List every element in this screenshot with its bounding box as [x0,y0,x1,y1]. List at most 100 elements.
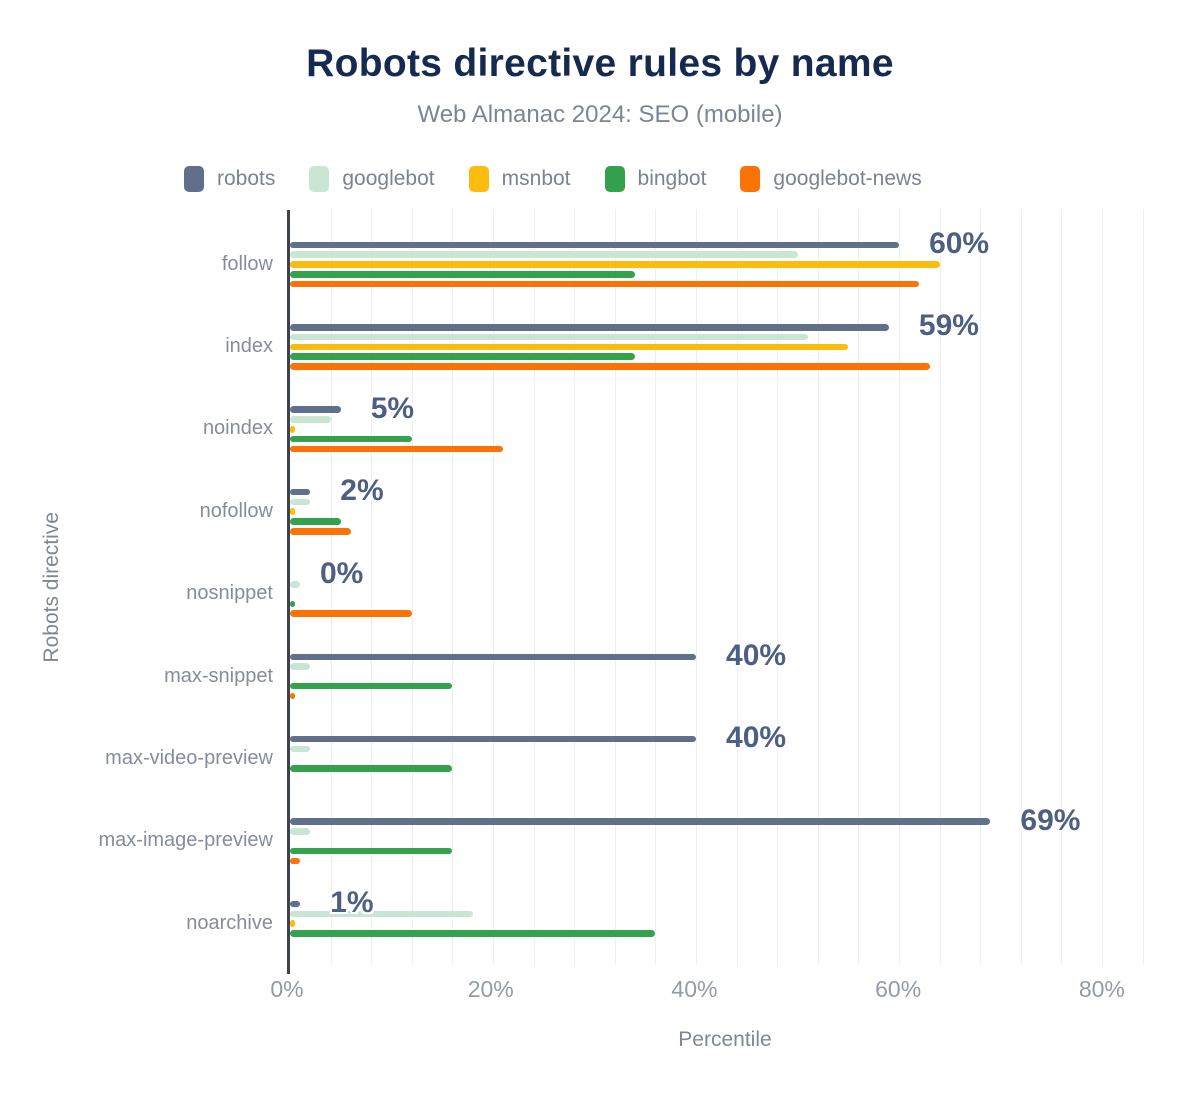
bar-row-robots-nofollow [290,487,1163,497]
value-label-max-snippet: 40% [726,638,787,672]
gridline [452,210,454,965]
x-axis-title: Percentile [678,1028,772,1051]
bar-googlebot-follow [290,251,798,258]
category-label-noarchive: noarchive [186,911,273,934]
gridline [493,210,495,965]
chart-subtitle: Web Almanac 2024: SEO (mobile) [417,101,783,128]
bar-googlebot-news-nosnippet [290,610,412,617]
robots-swatch-icon [184,166,204,192]
bar-row-googlebot-nosnippet [290,579,1163,589]
legend-item-msnbot[interactable]: msnbot [468,166,571,192]
bar-googlebot-news-follow [290,280,920,288]
bar-group-nosnippet: 0% [290,553,1163,635]
gridline [330,210,332,965]
bar-googlebot-max-image-preview [290,828,311,835]
x-tick-20%: 20% [467,976,514,1002]
bar-robots-max-snippet [290,653,697,661]
bar-robots-max-video-preview [290,735,697,743]
category-label-max-video-preview: max-video-preview [105,747,273,770]
legend-item-robots[interactable]: robots [184,166,275,192]
gridline [1061,210,1063,965]
bar-row-googlebot-news-max-snippet [290,691,1163,701]
bar-robots-follow [290,241,900,249]
x-tick-40%: 40% [671,976,718,1002]
bar-googlebot-max-video-preview [290,745,311,753]
x-axis-ticks: 0% 20% 40% 60% 80% [270,976,1163,1006]
bar-bingbot-noindex [290,435,412,443]
category-label-index: index [225,335,273,358]
bar-row-googlebot-news-max-video-preview [290,774,1163,784]
bar-msnbot-nofollow [290,508,296,515]
bar-row-googlebot-news-index [290,362,1163,372]
bar-group-max-video-preview: 40% [290,717,1163,799]
bar-row-bingbot-noindex [290,434,1163,444]
zero-tick-mark [287,965,290,974]
category-label-nosnippet: nosnippet [186,582,273,605]
bar-row-msnbot-nosnippet [290,589,1163,599]
msnbot-swatch-icon [468,166,489,192]
gridline [696,210,698,965]
bar-row-msnbot-max-snippet [290,672,1163,682]
x-tick-60%: 60% [875,976,922,1002]
bar-group-max-image-preview: 69% [290,800,1163,882]
bar-row-msnbot-index [290,342,1163,352]
bar-group-noindex: 5% [290,388,1163,470]
category-label-noindex: noindex [202,417,273,440]
bar-row-bingbot-follow [290,269,1163,279]
bar-googlebot-max-snippet [290,663,311,670]
bar-robots-index [290,324,889,331]
gridline [817,210,819,965]
bar-googlebot-noindex [290,416,331,423]
value-label-noindex: 5% [370,391,415,425]
bar-row-googlebot-noindex [290,415,1163,425]
legend: robots googlebot msnbot bingbot googlebot-ne… [184,166,922,192]
bar-bingbot-max-snippet [290,682,453,690]
bar-row-bingbot-nosnippet [290,599,1163,609]
bar-row-bingbot-max-video-preview [290,764,1163,774]
bar-googlebot-news-max-snippet [290,692,295,700]
legend-item-googlebot-news[interactable]: googlebot-news [740,166,922,192]
gridline [736,210,738,965]
bar-row-robots-max-image-preview [290,817,1163,827]
bar-bingbot-index [290,353,636,360]
gridline [1020,210,1022,965]
bar-row-googlebot-news-nosnippet [290,609,1163,619]
bar-msnbot-index [290,343,849,351]
category-label-max-snippet: max-snippet [164,664,273,687]
bar-row-googlebot-max-image-preview [290,827,1163,837]
gridline [1142,210,1144,965]
gridline [980,210,982,965]
legend-label-robots: robots [217,167,276,190]
googlebot-news-swatch-icon [740,166,761,192]
bar-row-bingbot-max-image-preview [290,846,1163,856]
category-labels: follow index noindex nofollow nosnippet max-s… [0,210,274,965]
bar-row-bingbot-index [290,352,1163,362]
chart-title: Robots directive rules by name [306,42,894,85]
gridline [939,210,941,965]
bar-group-nofollow: 2% [290,470,1163,552]
gridline [858,210,860,965]
bar-bingbot-nosnippet [290,600,296,608]
bar-row-robots-index [290,322,1163,332]
bar-row-googlebot-index [290,332,1163,342]
bar-group-index: 59% [290,305,1163,387]
bar-msnbot-follow [290,261,940,268]
x-tick-0%: 0% [270,976,304,1002]
bar-row-bingbot-nofollow [290,517,1163,527]
bar-googlebot-news-noindex [290,445,504,453]
bar-row-googlebot-nofollow [290,497,1163,507]
value-label-max-image-preview: 69% [1020,803,1081,837]
gridline [899,210,901,965]
legend-item-bingbot[interactable]: bingbot [604,166,706,192]
bar-row-robots-nosnippet [290,570,1163,580]
bar-googlebot-index [290,333,808,341]
bar-row-bingbot-noarchive [290,929,1163,939]
value-label-index: 59% [918,309,979,343]
legend-item-googlebot[interactable]: googlebot [309,166,435,192]
bar-googlebot-nofollow [290,498,311,506]
gridline [1102,210,1104,965]
bar-row-msnbot-max-video-preview [290,754,1163,764]
gridline [574,210,576,965]
bar-row-msnbot-noindex [290,424,1163,434]
